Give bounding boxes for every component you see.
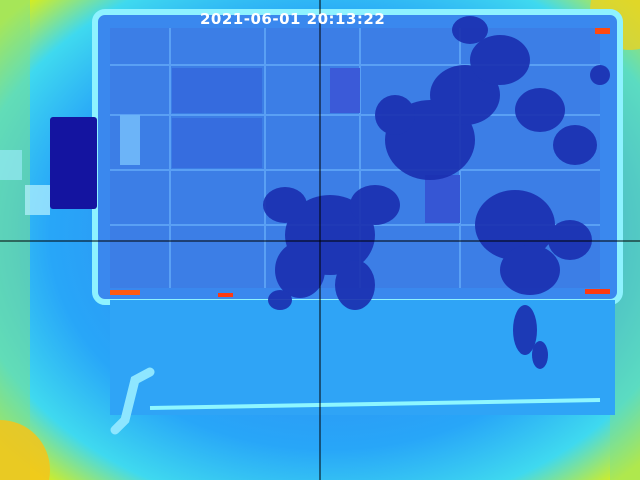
warm-label-strip	[120, 115, 140, 165]
plant-foliage	[263, 16, 610, 369]
hot-spot	[110, 290, 140, 295]
warm-bottom-left-corner	[0, 420, 50, 480]
hot-spot	[218, 293, 233, 297]
hot-spot	[595, 28, 610, 34]
equipment-bracket	[0, 150, 22, 180]
cool-cell	[172, 68, 262, 113]
cool-cell	[425, 175, 460, 223]
drain-pipe	[110, 367, 155, 435]
cool-cell	[330, 68, 360, 113]
trough-edge	[149, 398, 601, 410]
timestamp-overlay: 2021-06-01 20:13:22	[200, 10, 386, 28]
cool-cell	[172, 118, 262, 168]
warm-left-edge	[0, 0, 30, 480]
equipment-bracket	[25, 185, 50, 215]
hot-spot	[585, 289, 610, 294]
equipment-block	[50, 117, 97, 209]
